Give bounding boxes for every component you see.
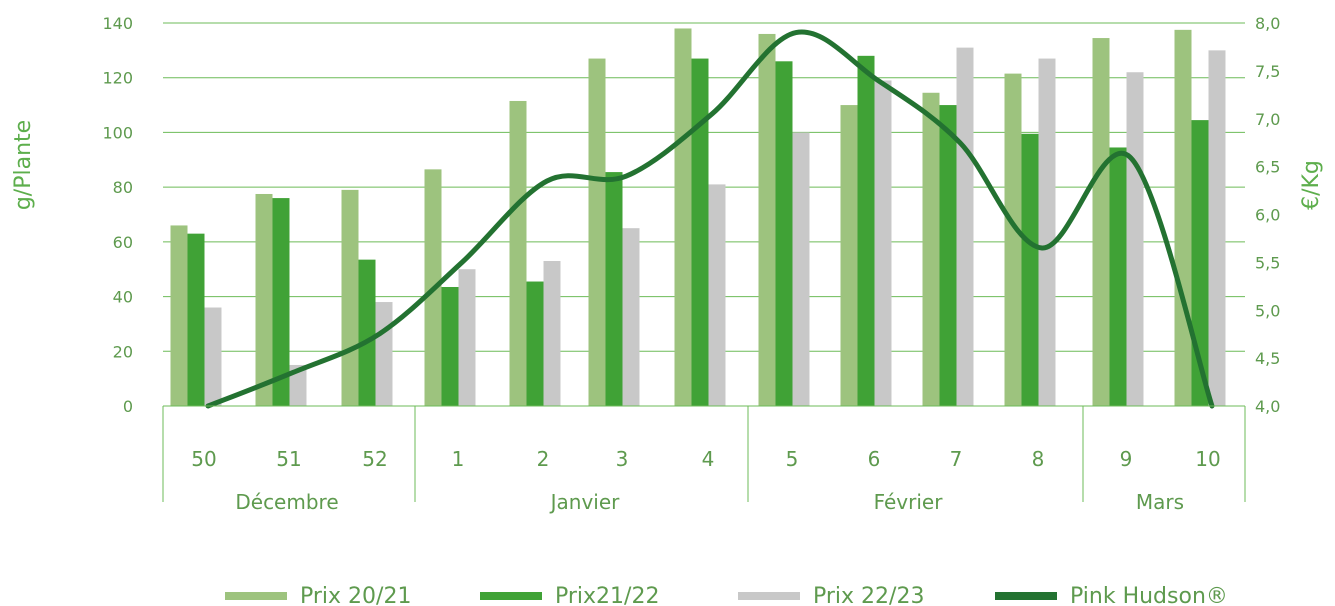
bar — [588, 58, 606, 407]
right-tick-label: 7,5 — [1255, 62, 1280, 81]
category-labels: 50 51 52 1 2 3 4 5 6 7 8 9 10 — [191, 447, 1220, 471]
legend-swatch — [225, 592, 287, 600]
bar — [622, 228, 640, 406]
bar — [526, 281, 544, 406]
right-tick-label: 5,0 — [1255, 301, 1280, 320]
legend-swatch — [995, 592, 1057, 600]
right-axis-label: €/Kg — [1299, 160, 1324, 210]
month-label: Janvier — [549, 490, 621, 514]
bar — [956, 47, 974, 406]
right-axis-ticks: 4,0 4,5 5,0 5,5 6,0 6,5 7,0 7,5 8,0 — [1255, 14, 1280, 416]
left-tick-label: 20 — [113, 342, 133, 361]
left-tick-label: 60 — [113, 233, 133, 252]
category-label: 8 — [1032, 447, 1045, 471]
axes — [162, 405, 1246, 502]
category-label: 9 — [1120, 447, 1133, 471]
bar — [922, 92, 940, 406]
category-label: 2 — [537, 447, 550, 471]
right-tick-label: 4,0 — [1255, 397, 1280, 416]
category-label: 10 — [1195, 447, 1220, 471]
bar — [775, 61, 793, 407]
bar — [857, 55, 875, 406]
bar — [170, 225, 188, 406]
bar — [272, 198, 290, 406]
bar — [1174, 29, 1192, 406]
right-tick-label: 6,0 — [1255, 206, 1280, 225]
category-label: 52 — [362, 447, 387, 471]
bar — [1021, 133, 1039, 406]
legend-swatch — [738, 592, 800, 600]
left-tick-label: 120 — [102, 69, 133, 88]
bar — [792, 132, 810, 406]
bar — [1038, 58, 1056, 407]
right-tick-label: 6,5 — [1255, 158, 1280, 177]
bar — [874, 80, 892, 406]
category-label: 3 — [616, 447, 629, 471]
bar — [341, 189, 359, 406]
bar — [1092, 38, 1110, 407]
right-tick-label: 7,0 — [1255, 110, 1280, 129]
legend-label: Prix 20/21 — [300, 584, 411, 606]
bar — [441, 286, 459, 406]
right-tick-label: 8,0 — [1255, 14, 1280, 33]
bar — [758, 33, 776, 406]
legend-label: Pink Hudson® — [1070, 584, 1228, 606]
category-label: 5 — [786, 447, 799, 471]
bar — [1208, 50, 1226, 406]
bar — [674, 28, 692, 406]
bar — [1191, 120, 1209, 406]
category-label: 7 — [950, 447, 963, 471]
bar — [375, 302, 393, 406]
bar — [1004, 73, 1022, 406]
legend-swatch — [480, 592, 542, 600]
month-label: Décembre — [235, 490, 338, 514]
category-label: 1 — [452, 447, 465, 471]
month-label: Février — [874, 490, 944, 514]
bar — [458, 269, 476, 406]
month-label: Mars — [1136, 490, 1184, 514]
right-tick-label: 5,5 — [1255, 253, 1280, 272]
category-label: 51 — [276, 447, 301, 471]
bar — [358, 259, 376, 406]
category-label: 50 — [191, 447, 216, 471]
bar — [289, 364, 307, 406]
category-label: 6 — [868, 447, 881, 471]
price-line — [205, 29, 1215, 409]
bars — [170, 28, 1226, 407]
left-axis-ticks: 0 20 40 60 80 100 120 140 — [102, 14, 133, 416]
bar — [840, 105, 858, 407]
bar — [1126, 72, 1144, 406]
bar — [509, 100, 527, 406]
left-axis-label: g/Plante — [11, 120, 36, 210]
left-tick-label: 0 — [123, 397, 133, 416]
left-tick-label: 40 — [113, 288, 133, 307]
bar — [1109, 147, 1127, 406]
bar — [204, 307, 222, 406]
left-tick-label: 80 — [113, 178, 133, 197]
right-tick-label: 4,5 — [1255, 349, 1280, 368]
bar — [605, 172, 623, 406]
month-labels: Décembre Janvier Février Mars — [235, 490, 1184, 514]
bar — [255, 193, 273, 406]
legend: Prix 20/21 Prix21/22 Prix 22/23 Pink Hudson… — [225, 584, 1228, 606]
bar — [187, 233, 205, 406]
bar — [543, 261, 561, 406]
left-tick-label: 140 — [102, 14, 133, 33]
bar — [939, 105, 957, 407]
legend-label: Prix21/22 — [555, 584, 659, 606]
left-tick-label: 100 — [102, 123, 133, 142]
series-line-pink-hudson — [205, 29, 1215, 409]
legend-label: Prix 22/23 — [813, 584, 924, 606]
bar — [708, 184, 726, 406]
bar — [691, 58, 709, 407]
category-label: 4 — [702, 447, 715, 471]
